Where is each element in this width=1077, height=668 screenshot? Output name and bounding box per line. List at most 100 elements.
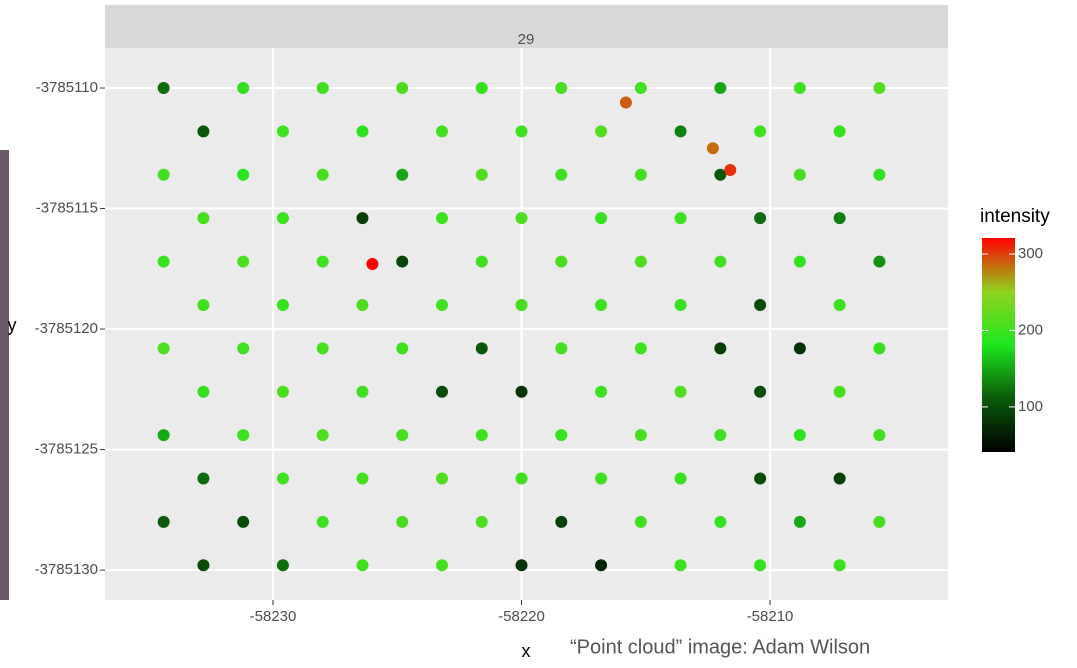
point <box>237 82 249 94</box>
point <box>620 96 632 108</box>
point <box>675 473 687 485</box>
point <box>356 299 368 311</box>
point <box>197 125 209 137</box>
point <box>873 82 885 94</box>
point <box>714 429 726 441</box>
legend-title: intensity <box>980 206 1050 227</box>
point <box>794 169 806 181</box>
point <box>197 386 209 398</box>
page: 29 x y intensity 100200300 “Point cloud”… <box>0 0 1077 668</box>
y-tick-label: -3785115 <box>36 200 98 217</box>
point <box>396 516 408 528</box>
point <box>635 516 647 528</box>
point <box>317 516 329 528</box>
point <box>197 299 209 311</box>
point <box>714 256 726 268</box>
point <box>476 169 488 181</box>
point <box>794 82 806 94</box>
point <box>635 429 647 441</box>
point <box>635 82 647 94</box>
point <box>516 386 528 398</box>
point <box>396 342 408 354</box>
point <box>277 473 289 485</box>
point <box>158 169 170 181</box>
point <box>436 125 448 137</box>
point <box>516 125 528 137</box>
point <box>834 386 846 398</box>
point <box>356 386 368 398</box>
point <box>635 256 647 268</box>
point <box>834 125 846 137</box>
point <box>794 516 806 528</box>
point <box>476 342 488 354</box>
point <box>794 429 806 441</box>
point <box>237 429 249 441</box>
point <box>675 125 687 137</box>
x-tick-label: -58220 <box>498 608 545 625</box>
point <box>595 125 607 137</box>
point <box>436 559 448 571</box>
point <box>754 559 766 571</box>
point <box>436 386 448 398</box>
point <box>834 473 846 485</box>
point <box>834 212 846 224</box>
colorbar-label: 100 <box>1018 398 1043 415</box>
y-axis-label: y <box>8 315 17 335</box>
colorbar-label: 300 <box>1018 245 1043 262</box>
point <box>555 169 567 181</box>
point <box>714 516 726 528</box>
point <box>277 299 289 311</box>
point <box>516 212 528 224</box>
point <box>595 473 607 485</box>
point <box>754 125 766 137</box>
y-tick-label: -3785125 <box>35 441 98 458</box>
point <box>555 256 567 268</box>
point <box>794 342 806 354</box>
y-tick-label: -3785110 <box>36 79 98 96</box>
point <box>158 82 170 94</box>
point <box>595 299 607 311</box>
point <box>436 299 448 311</box>
point <box>317 169 329 181</box>
point <box>158 429 170 441</box>
point <box>754 386 766 398</box>
point <box>675 559 687 571</box>
point <box>237 342 249 354</box>
point <box>794 256 806 268</box>
point <box>873 429 885 441</box>
point <box>595 559 607 571</box>
point <box>714 82 726 94</box>
point <box>366 258 378 270</box>
point <box>317 342 329 354</box>
point <box>237 169 249 181</box>
point <box>317 429 329 441</box>
colorbar-label: 200 <box>1018 321 1043 338</box>
point <box>197 559 209 571</box>
point <box>317 82 329 94</box>
point <box>396 169 408 181</box>
point <box>277 386 289 398</box>
point <box>476 256 488 268</box>
point <box>635 169 647 181</box>
point <box>595 386 607 398</box>
point <box>476 429 488 441</box>
point <box>555 82 567 94</box>
point <box>675 386 687 398</box>
point <box>237 516 249 528</box>
point <box>754 299 766 311</box>
point <box>873 516 885 528</box>
point <box>356 473 368 485</box>
point <box>158 256 170 268</box>
x-tick-label: -58210 <box>747 608 794 625</box>
point <box>873 256 885 268</box>
point <box>555 516 567 528</box>
point <box>714 342 726 354</box>
point <box>396 429 408 441</box>
point <box>873 169 885 181</box>
point <box>237 256 249 268</box>
point <box>724 164 736 176</box>
x-axis-label: x <box>522 641 531 661</box>
point <box>197 212 209 224</box>
point <box>595 212 607 224</box>
point <box>356 559 368 571</box>
